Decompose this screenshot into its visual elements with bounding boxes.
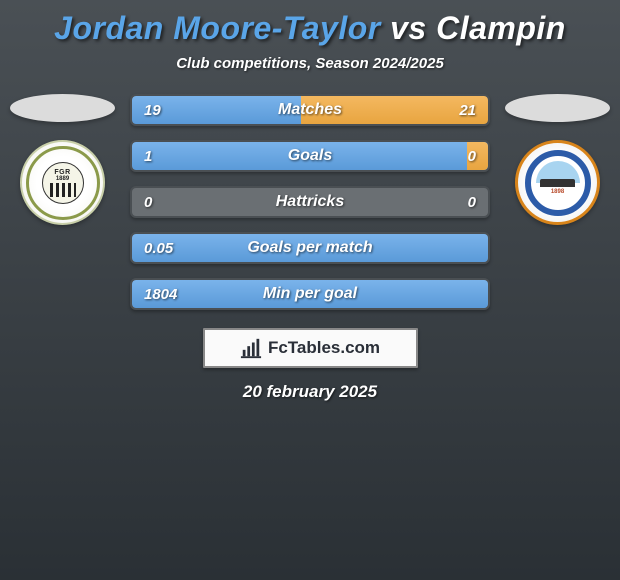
title-player1: Jordan Moore-Taylor [54,10,381,46]
stat-label: Matches [278,101,342,119]
title-player2: Clampin [436,10,566,46]
right-club-crest: 1898 [515,140,600,225]
stat-value-right: 0 [468,148,476,165]
stat-value-left: 1804 [144,286,177,303]
stat-label: Goals [288,147,332,165]
stat-value-left: 0.05 [144,240,173,257]
crest-right-year: 1898 [536,189,580,195]
left-ellipse [10,94,115,122]
left-club-crest: FGR 1889 [20,140,105,225]
stat-label: Goals per match [247,239,372,257]
stat-value-right: 0 [468,194,476,211]
date-text: 20 february 2025 [243,382,377,402]
subtitle: Club competitions, Season 2024/2025 [176,55,444,72]
stat-label: Hattricks [276,193,344,211]
right-ellipse [505,94,610,122]
crest-right-bridge-icon [540,179,575,187]
title-vs: vs [390,10,427,46]
stat-bar: 0.05 Goals per match [130,232,490,264]
chart-bars-icon [240,337,262,359]
page-title: Jordan Moore-Taylor vs Clampin [54,10,566,47]
main-row: FGR 1889 19 Matches 21 1 Goals 0 0 Hattricks 0 0.… [0,94,620,310]
stat-bar: 1 Goals 0 [130,140,490,172]
stat-bar: 19 Matches 21 [130,94,490,126]
stat-value-left: 1 [144,148,152,165]
stats-column: 19 Matches 21 1 Goals 0 0 Hattricks 0 0.05 Goals p… [130,94,490,310]
stat-bar: 1804 Min per goal [130,278,490,310]
branding-badge: FcTables.com [203,328,418,368]
stat-bar: 0 Hattricks 0 [130,186,490,218]
stat-value-left: 0 [144,194,152,211]
stat-value-right: 21 [459,102,476,119]
right-column: 1898 [500,94,615,225]
branding-text: FcTables.com [268,338,380,358]
left-column: FGR 1889 [5,94,120,225]
stat-value-left: 19 [144,102,161,119]
stat-label: Min per goal [263,285,357,303]
